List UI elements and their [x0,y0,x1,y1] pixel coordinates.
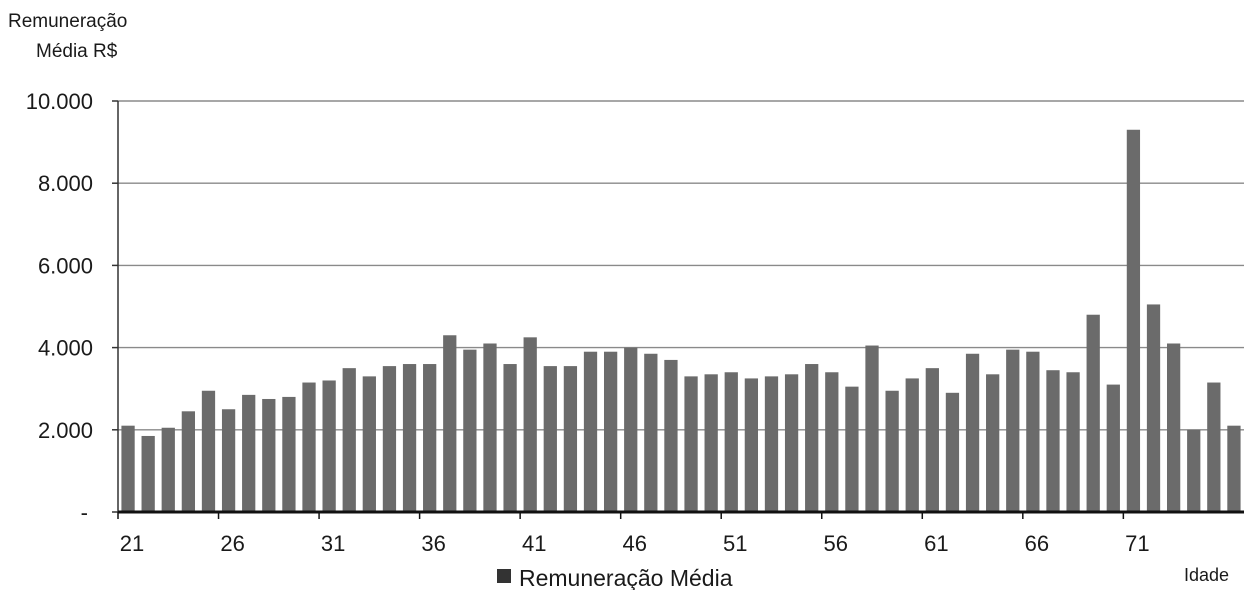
bar [523,337,537,512]
bar [805,364,819,512]
bar [583,351,598,512]
bar [825,372,839,512]
bar [1146,304,1161,512]
bars-group [121,129,1241,512]
bar [845,386,859,512]
x-tick-label: 51 [723,531,747,556]
y-tick-labels: - 2.000 4.000 6.000 8.000 10.000 [26,89,93,525]
bar [161,427,175,512]
bar [402,364,417,512]
bar [1126,129,1141,512]
bar [1006,349,1020,512]
bar [603,351,618,512]
bar [925,368,939,512]
y-tick-label: 2.000 [38,418,93,443]
bar [141,435,155,512]
y-tick-label: 4.000 [38,336,93,361]
bar [1066,372,1080,512]
x-tick-label: 71 [1125,531,1149,556]
bar [1166,343,1181,512]
bar [684,376,698,512]
bar [1046,370,1060,512]
bar [744,378,759,512]
bar [443,335,457,512]
bar [1086,314,1100,512]
x-tick-label: 61 [924,531,948,556]
bar [664,359,678,512]
x-tick-label: 66 [1025,531,1049,556]
y-tick-label: 8.000 [38,171,93,196]
bar [262,398,276,512]
bar [1207,382,1221,512]
bar [644,353,658,512]
y-axis-label-line-2: Média R$ [36,41,118,62]
legend-swatch [497,569,511,583]
bar [1106,384,1120,512]
legend: Remuneração Média [497,565,733,590]
bar [201,390,216,512]
bar [1227,425,1241,512]
bar [865,345,879,512]
bar [1187,429,1201,512]
legend-label: Remuneração Média [519,565,733,590]
y-tick-label: 10.000 [26,89,93,114]
bar [945,392,960,512]
y-tick-label: - [81,500,88,525]
bar [624,347,638,512]
bar [423,364,437,512]
x-tick-labels: 21 26 31 36 41 46 51 56 61 66 71 [120,531,1150,556]
bar [121,425,135,512]
axes [117,101,1244,519]
x-tick-label: 21 [120,531,144,556]
bar [543,366,557,512]
bar [503,364,517,512]
x-tick-label: 36 [421,531,445,556]
bar [302,382,316,512]
bar [885,390,899,512]
x-tick-label: 31 [321,531,345,556]
bar [764,376,779,512]
x-tick-label: 46 [622,531,646,556]
y-tick-label: 6.000 [38,253,93,278]
bar [483,343,497,512]
bar [221,409,236,512]
x-tick-label: 41 [522,531,546,556]
bar [986,374,1000,512]
x-tick-label: 26 [220,531,244,556]
bar [563,366,578,512]
bar [784,374,799,512]
bar [362,376,376,512]
bar [1026,351,1040,512]
y-axis-label-line-1: Remuneração [8,11,127,32]
bar [382,366,397,512]
bar [322,380,336,512]
bar [905,378,919,512]
bar [282,396,296,512]
bar [242,394,256,512]
bar [965,353,980,512]
bar [724,372,738,512]
bar [342,368,356,512]
x-tick-label: 56 [824,531,848,556]
x-axis-label: Idade [1184,565,1229,585]
bar [181,411,196,512]
bar [704,374,718,512]
bar [463,349,477,512]
